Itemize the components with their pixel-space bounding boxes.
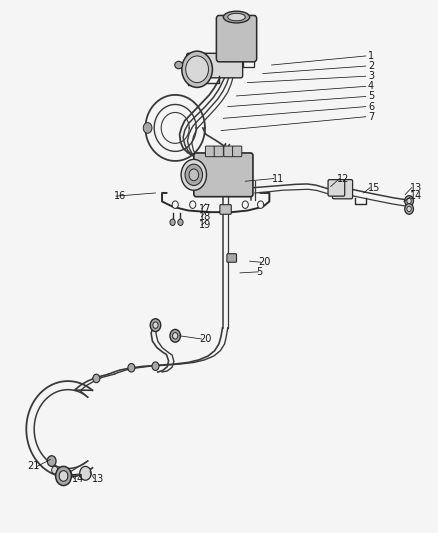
- FancyBboxPatch shape: [216, 15, 257, 62]
- Text: 5: 5: [368, 92, 374, 101]
- Circle shape: [173, 333, 178, 339]
- Circle shape: [80, 466, 91, 480]
- Ellipse shape: [228, 13, 245, 21]
- Circle shape: [56, 466, 71, 486]
- Text: 4: 4: [368, 82, 374, 91]
- Ellipse shape: [185, 164, 202, 185]
- Ellipse shape: [82, 469, 88, 478]
- Ellipse shape: [186, 56, 208, 83]
- Circle shape: [178, 219, 183, 225]
- Ellipse shape: [189, 169, 199, 181]
- Circle shape: [59, 471, 68, 481]
- Circle shape: [190, 201, 196, 208]
- Text: 19: 19: [199, 220, 212, 230]
- Text: 20: 20: [258, 257, 271, 267]
- Text: 6: 6: [368, 102, 374, 111]
- Text: 1: 1: [368, 51, 374, 61]
- Text: 16: 16: [114, 191, 126, 201]
- FancyBboxPatch shape: [220, 205, 231, 214]
- Circle shape: [258, 201, 264, 208]
- FancyBboxPatch shape: [227, 254, 237, 262]
- Circle shape: [407, 206, 411, 212]
- Circle shape: [170, 219, 175, 225]
- FancyBboxPatch shape: [194, 153, 253, 197]
- Text: 17: 17: [199, 204, 212, 214]
- Circle shape: [172, 201, 178, 208]
- Text: 5: 5: [256, 267, 262, 277]
- Ellipse shape: [223, 11, 250, 23]
- FancyBboxPatch shape: [205, 146, 215, 157]
- Text: 14: 14: [410, 191, 422, 201]
- Circle shape: [405, 204, 413, 214]
- FancyBboxPatch shape: [214, 146, 223, 157]
- FancyBboxPatch shape: [224, 146, 233, 157]
- Circle shape: [152, 362, 159, 370]
- Text: 12: 12: [337, 174, 350, 183]
- FancyBboxPatch shape: [328, 180, 345, 196]
- Text: 11: 11: [272, 174, 284, 183]
- Text: 21: 21: [27, 462, 39, 471]
- Text: 3: 3: [368, 71, 374, 81]
- Text: 13: 13: [92, 474, 104, 483]
- Text: 20: 20: [199, 334, 212, 344]
- Circle shape: [47, 456, 56, 466]
- Text: 13: 13: [410, 183, 422, 192]
- Ellipse shape: [181, 159, 207, 190]
- Ellipse shape: [175, 61, 183, 69]
- FancyBboxPatch shape: [332, 180, 353, 199]
- Text: 7: 7: [368, 112, 374, 122]
- Circle shape: [153, 322, 158, 328]
- Text: 14: 14: [72, 474, 85, 483]
- FancyBboxPatch shape: [187, 53, 243, 78]
- FancyBboxPatch shape: [233, 146, 242, 157]
- Ellipse shape: [182, 51, 212, 87]
- Circle shape: [128, 364, 135, 372]
- Circle shape: [150, 319, 161, 332]
- Text: 2: 2: [368, 61, 374, 71]
- Text: 15: 15: [368, 183, 380, 192]
- Circle shape: [405, 196, 413, 206]
- Circle shape: [52, 466, 58, 474]
- Circle shape: [242, 201, 248, 208]
- Circle shape: [93, 374, 100, 383]
- Circle shape: [407, 198, 411, 204]
- Circle shape: [170, 329, 180, 342]
- Text: 18: 18: [199, 212, 212, 222]
- Circle shape: [143, 123, 152, 133]
